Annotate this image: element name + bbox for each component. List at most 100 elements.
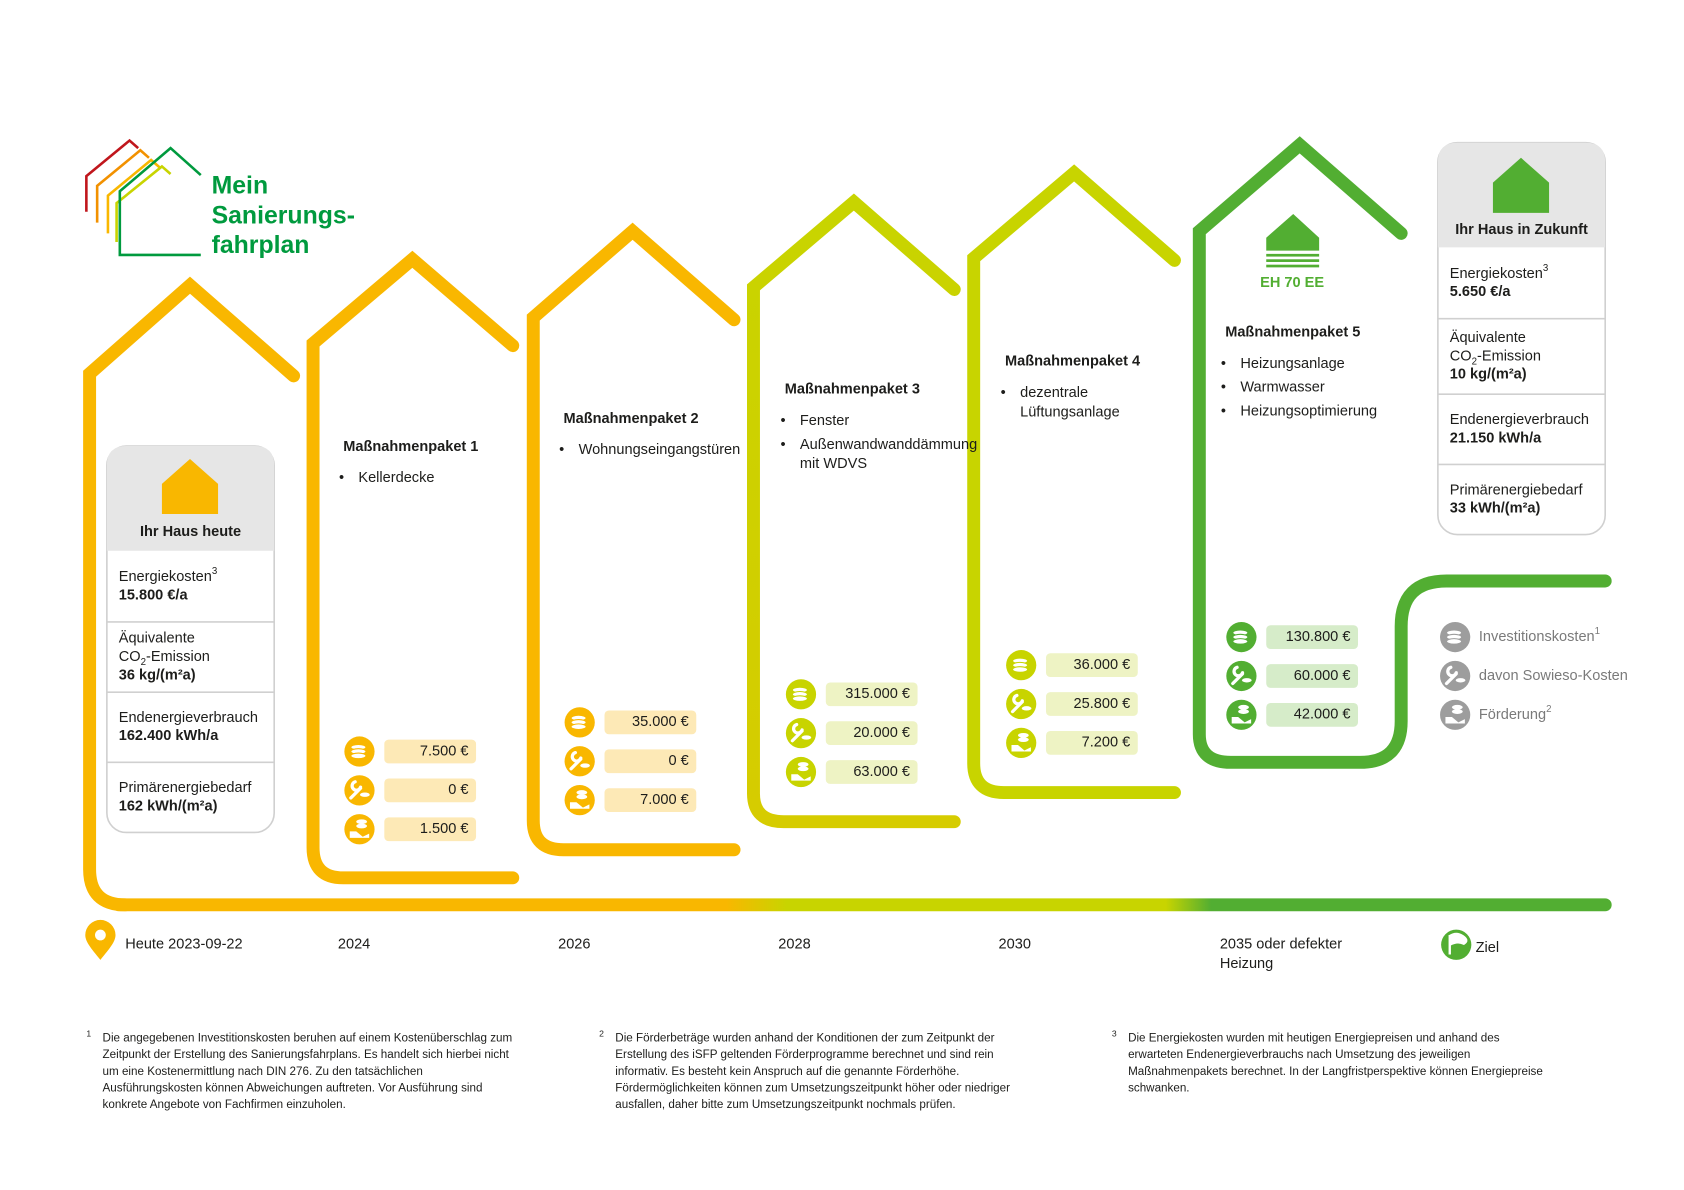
logo-text: Mein [212, 173, 269, 200]
timeline-label: 2035 oder defekter [1220, 937, 1342, 953]
cost-value: 35.000 € [632, 714, 689, 730]
text-part: Primärenergiebedarf [1450, 482, 1584, 498]
text-part: 2 [141, 657, 146, 668]
cost-value: 7.500 € [420, 743, 469, 759]
footnote-marker: 1 [86, 1029, 91, 1039]
cost-icon [349, 831, 370, 838]
timeline-label: Heizung [1220, 956, 1273, 972]
row-value: 5.650 €/a [1450, 284, 1512, 300]
package-title: Maßnahmenpaket 3 [785, 382, 920, 398]
cost-icon [1231, 665, 1245, 686]
legend-label: Förderung2 [1479, 704, 1552, 723]
footnote-text: konkrete Angebote von Fachfirmen einzuho… [103, 1098, 346, 1111]
footnote-text: Ausführungskosten können Abweichungen au… [103, 1081, 483, 1094]
row-label: Endenergieverbrauch [119, 710, 258, 726]
house-outline [967, 164, 1181, 800]
row-value: 36 kg/(m²a) [119, 667, 196, 683]
cost-icon [791, 695, 808, 702]
text-part: Endenergieverbrauch [119, 710, 258, 726]
cost-field [1046, 692, 1138, 716]
footnote-text: Erstellung des iSFP geltenden Förderprog… [615, 1048, 993, 1061]
text-part: CO [119, 649, 141, 665]
cost-icon [569, 802, 590, 809]
footnote-text: ausfallen, daher bitte zum Umsetzungszei… [615, 1098, 955, 1111]
cost-value: 36.000 € [1074, 657, 1131, 673]
text-part: -Emission [1477, 348, 1541, 364]
cost-icon [1226, 699, 1257, 730]
cost-icon [791, 774, 811, 781]
cost-icon [350, 752, 367, 760]
house-outline [526, 222, 741, 857]
row-value: 10 kg/(m²a) [1450, 367, 1527, 383]
cost-icon [1455, 678, 1466, 683]
text-part: Endenergieverbrauch [1450, 412, 1589, 428]
footnote-marker: 3 [1112, 1029, 1117, 1039]
package-title: Maßnahmenpaket 4 [1005, 354, 1141, 370]
footnote-marker: 2 [599, 1029, 604, 1039]
text-part: -Emission [146, 649, 210, 665]
house-outline [1192, 136, 1612, 769]
timeline-label: 2028 [778, 937, 810, 953]
cost-value: 20.000 € [853, 725, 910, 741]
cost-icon [356, 819, 368, 825]
legend-label: davon Sowieso-Kosten [1479, 668, 1628, 684]
bullet: • [1221, 403, 1226, 419]
row-value: 15.800 €/a [119, 587, 189, 603]
cost-icon [797, 762, 809, 767]
box-title: Ihr Haus in Zukunft [1455, 222, 1588, 238]
cost-field [825, 760, 918, 784]
text-part: Äquivalente [1450, 329, 1526, 346]
text-part: 2 [1546, 704, 1551, 715]
cost-field [825, 721, 918, 746]
cost-icon [570, 723, 587, 731]
cost-value: 1.500 € [420, 821, 469, 837]
bullet: • [780, 413, 785, 429]
footnote-text: Die Energiekosten wurden mit heutigen En… [1128, 1032, 1500, 1045]
cost-field [1266, 664, 1358, 688]
cost-value: 7.200 € [1082, 735, 1131, 751]
package-title: Maßnahmenpaket 2 [563, 411, 698, 427]
footnote-text: Die angegebenen Investitionskosten beruh… [103, 1032, 513, 1045]
cost-field [1266, 625, 1358, 649]
cost-field [1046, 731, 1138, 755]
cost-icon [356, 823, 368, 829]
cost-icon [790, 722, 804, 743]
bullet: • [1221, 356, 1226, 372]
cost-icon [1445, 638, 1463, 645]
cost-value: 0 € [448, 782, 468, 798]
cost-icon [1440, 699, 1471, 730]
bullet-text: Kellerdecke [358, 470, 434, 486]
cost-value: 130.800 € [1286, 629, 1351, 645]
cost-icon [344, 814, 375, 845]
cost-icon [1006, 727, 1037, 759]
cost-value: 315.000 € [845, 686, 910, 702]
row-value: 162.400 kWh/a [119, 728, 219, 744]
cost-icon [564, 784, 595, 816]
text-part: Äquivalente [119, 630, 195, 647]
bullet-text: Heizungsanlage [1240, 356, 1344, 372]
row-label: CO2-Emission [1450, 348, 1541, 367]
text-part: 3 [1543, 263, 1548, 274]
cost-icon [1017, 737, 1029, 743]
text-part: Energiekosten [1450, 266, 1543, 282]
cost-value: 60.000 € [1294, 668, 1351, 684]
text-part: 2 [1472, 356, 1477, 367]
cost-icon [576, 794, 588, 800]
cost-icon [1010, 693, 1024, 714]
cost-field [604, 788, 697, 812]
footnote-text: Maßnahmenpakets berechnet. In der Langfr… [1128, 1065, 1543, 1078]
row-label: Primärenergiebedarf [1450, 482, 1584, 498]
legend-label: Investitionskosten1 [1479, 626, 1600, 645]
bullet: • [559, 442, 564, 458]
box-title: Ihr Haus heute [140, 524, 241, 540]
cost-icon [349, 780, 363, 800]
bullet: • [1221, 380, 1226, 396]
footnote-text: Zeitpunkt der Erstellung des Sanierungsf… [103, 1048, 510, 1061]
footnote-text: Fördermöglichkeiten können zum Umsetzung… [615, 1081, 1010, 1094]
cost-value: 0 € [668, 753, 688, 769]
cost-icon [576, 790, 588, 795]
goal-icon [1448, 932, 1468, 955]
footnote-text: informativ. Es besteht kein Anspruch auf… [615, 1065, 959, 1078]
bullet-text: Lüftungsanlage [1020, 404, 1120, 420]
